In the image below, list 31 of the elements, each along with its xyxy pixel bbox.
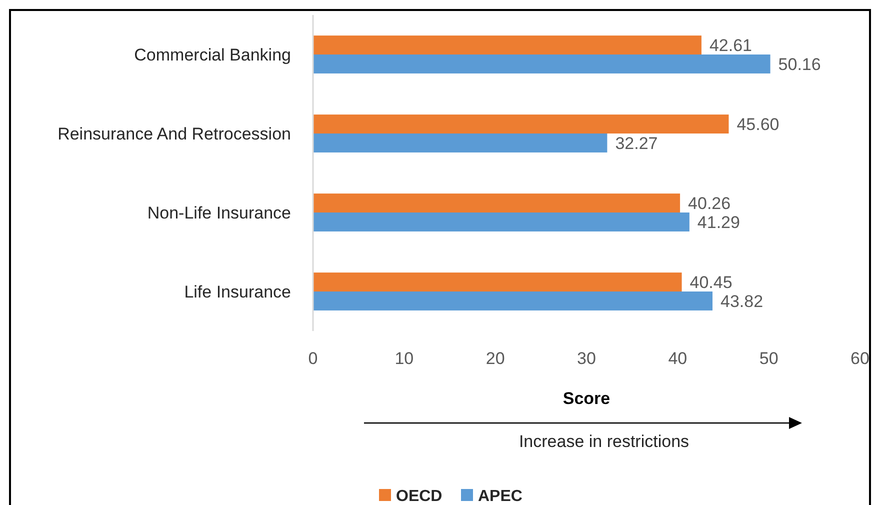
bar <box>313 134 608 152</box>
bar <box>313 292 712 310</box>
x-tick-label: 50 <box>759 349 778 368</box>
x-axis-title: Score <box>562 389 610 408</box>
bar <box>313 36 702 54</box>
data-label: 43.82 <box>720 292 764 311</box>
bar <box>313 212 690 232</box>
x-tick-label: 60 <box>850 349 870 368</box>
bar <box>313 114 729 134</box>
x-tick-label: 0 <box>308 349 318 368</box>
data-label: 32.27 <box>615 134 658 153</box>
x-tick-label: 40 <box>668 349 688 368</box>
y-tick-label: Life Insurance <box>184 282 291 302</box>
legend-label: OECD <box>396 488 442 505</box>
data-label: 41.29 <box>697 212 740 232</box>
data-label: 50.16 <box>778 54 821 74</box>
bar <box>313 272 682 292</box>
data-label: 40.26 <box>688 194 731 214</box>
data-label: 40.45 <box>690 273 732 292</box>
x-tick-label: 30 <box>577 349 596 368</box>
x-tick-label: 10 <box>394 349 414 368</box>
bar <box>313 194 680 212</box>
y-tick-label: Reinsurance And Retrocession <box>58 124 291 144</box>
legend-label: APEC <box>478 488 523 505</box>
x-tick-label: 20 <box>486 349 505 368</box>
y-tick-label: Non-Life Insurance <box>147 204 291 222</box>
data-label: 42.61 <box>709 36 752 56</box>
y-tick-label: Commercial Banking <box>134 46 291 64</box>
bar <box>313 54 770 74</box>
text: Increase in restrictions <box>518 432 690 451</box>
data-label: 45.60 <box>736 115 780 134</box>
